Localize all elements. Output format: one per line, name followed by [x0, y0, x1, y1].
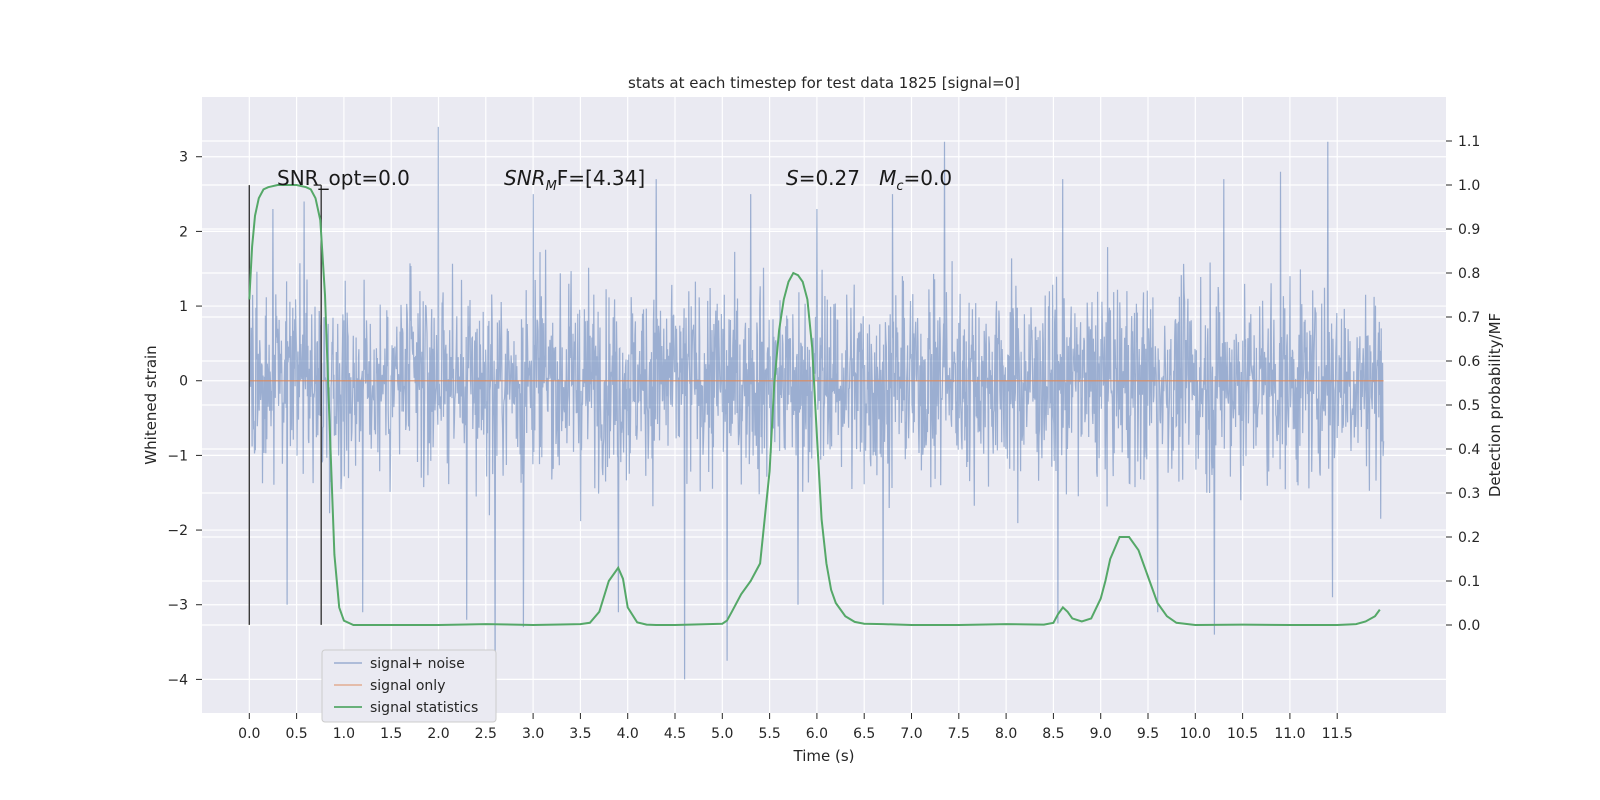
- x-tick-label: 8.0: [995, 726, 1017, 742]
- x-tick-label: 3.5: [569, 726, 591, 742]
- y-tick-label-right: 0.3: [1458, 486, 1480, 502]
- annotation-snr-mf: SNRMF=[4.34]: [504, 166, 645, 194]
- x-tick-label: 2.5: [475, 726, 497, 742]
- y-axis-label-right: Detection probability/MF: [1486, 313, 1504, 497]
- x-tick-label: 10.5: [1227, 726, 1258, 742]
- annotation-mc-sub: c: [896, 179, 903, 194]
- y-tick-label-right: 1.0: [1458, 178, 1480, 194]
- y-tick-label-right: 0.1: [1458, 574, 1480, 590]
- noise-trace: [248, 126, 1385, 684]
- x-tick-label: 10.0: [1180, 726, 1211, 742]
- x-tick-label: 0.5: [285, 726, 307, 742]
- x-tick-label: 1.0: [333, 726, 355, 742]
- annotation-snr-mf-main: SNR: [504, 166, 546, 190]
- x-tick-label: 5.5: [758, 726, 780, 742]
- y-axis-right-ticks: 1.1 1.0 0.9 0.8 0.7 0.6 0.5 0.4 0.3 0.2 0.1 0.0: [1446, 134, 1480, 634]
- annotation-snr-opt: SNR_opt=0.0: [277, 166, 410, 190]
- y-tick-label-right: 0.4: [1458, 442, 1480, 458]
- x-axis-label: Time (s): [793, 747, 855, 765]
- y-tick-label-left: −2: [167, 523, 188, 539]
- vertical-markers: [248, 184, 322, 625]
- y-tick-label-right: 0.5: [1458, 398, 1480, 414]
- series-signal-statistics: [248, 184, 1381, 627]
- x-tick-label: 9.0: [1090, 726, 1112, 742]
- y-axis-left-ticks: 3 2 1 0 −1 −2 −3 −4: [167, 150, 202, 688]
- y-axis-label-left: Whitened strain: [142, 345, 160, 464]
- y-tick-label-right: 0.9: [1458, 222, 1480, 238]
- x-tick-label: 11.0: [1274, 726, 1305, 742]
- y-tick-label-right: 0.0: [1458, 618, 1480, 634]
- y-tick-label-left: −3: [167, 598, 188, 614]
- x-tick-label: 2.0: [427, 726, 449, 742]
- series-signal-plus-noise: [248, 126, 1385, 684]
- legend: signal+ noise signal only signal statist…: [321, 649, 497, 723]
- annotation-snr-mf-sub: M: [546, 179, 557, 194]
- x-tick-label: 1.5: [380, 726, 402, 742]
- annotation-mc-main: M: [879, 166, 896, 190]
- x-tick-label: 6.5: [853, 726, 875, 742]
- x-tick-label: 8.5: [1042, 726, 1064, 742]
- y-tick-label-right: 1.1: [1458, 134, 1480, 150]
- x-tick-label: 7.5: [948, 726, 970, 742]
- y-tick-label-right: 0.6: [1458, 354, 1480, 370]
- y-tick-label-left: 0: [179, 374, 188, 390]
- x-tick-label: 0.0: [238, 726, 260, 742]
- annotation-s-tail: =0.27: [799, 166, 879, 190]
- annotation-s-main: S: [786, 166, 799, 190]
- annotation-snr-mf-tail: F=[4.34]: [557, 166, 645, 190]
- y-tick-label-left: 1: [179, 299, 188, 315]
- y-tick-label-left: −1: [167, 448, 188, 464]
- x-tick-label: 11.5: [1322, 726, 1353, 742]
- legend-label-signal-statistics: signal statistics: [370, 700, 478, 716]
- x-tick-label: 9.5: [1137, 726, 1159, 742]
- x-tick-label: 3.0: [522, 726, 544, 742]
- x-tick-label: 4.0: [617, 726, 639, 742]
- x-tick-label: 5.0: [711, 726, 733, 742]
- y-tick-label-left: −4: [167, 672, 188, 688]
- legend-label-signal-noise: signal+ noise: [370, 656, 465, 672]
- legend-label-signal-only: signal only: [370, 678, 445, 694]
- y-tick-label-right: 0.2: [1458, 530, 1480, 546]
- statistics-trace: [248, 184, 1381, 627]
- annotation-s-mc: S=0.27 Mc=0.0: [786, 166, 952, 194]
- y-tick-label-right: 0.8: [1458, 266, 1480, 282]
- chart-title: stats at each timestep for test data 182…: [628, 74, 1020, 92]
- y-tick-label-left: 2: [179, 224, 188, 240]
- annotation-mc-tail: =0.0: [904, 166, 953, 190]
- x-tick-label: 6.0: [806, 726, 828, 742]
- x-tick-label: 4.5: [664, 726, 686, 742]
- y-tick-label-right: 0.7: [1458, 310, 1480, 326]
- x-tick-label: 7.0: [900, 726, 922, 742]
- x-axis-ticks: 0.0 0.5 1.0 1.5 2.0 2.5 3.0 3.5 4.0 4.5 5.0 5.5 6.0 6…: [238, 713, 1353, 742]
- legend-frame: [321, 649, 497, 723]
- y-tick-label-left: 3: [179, 150, 188, 166]
